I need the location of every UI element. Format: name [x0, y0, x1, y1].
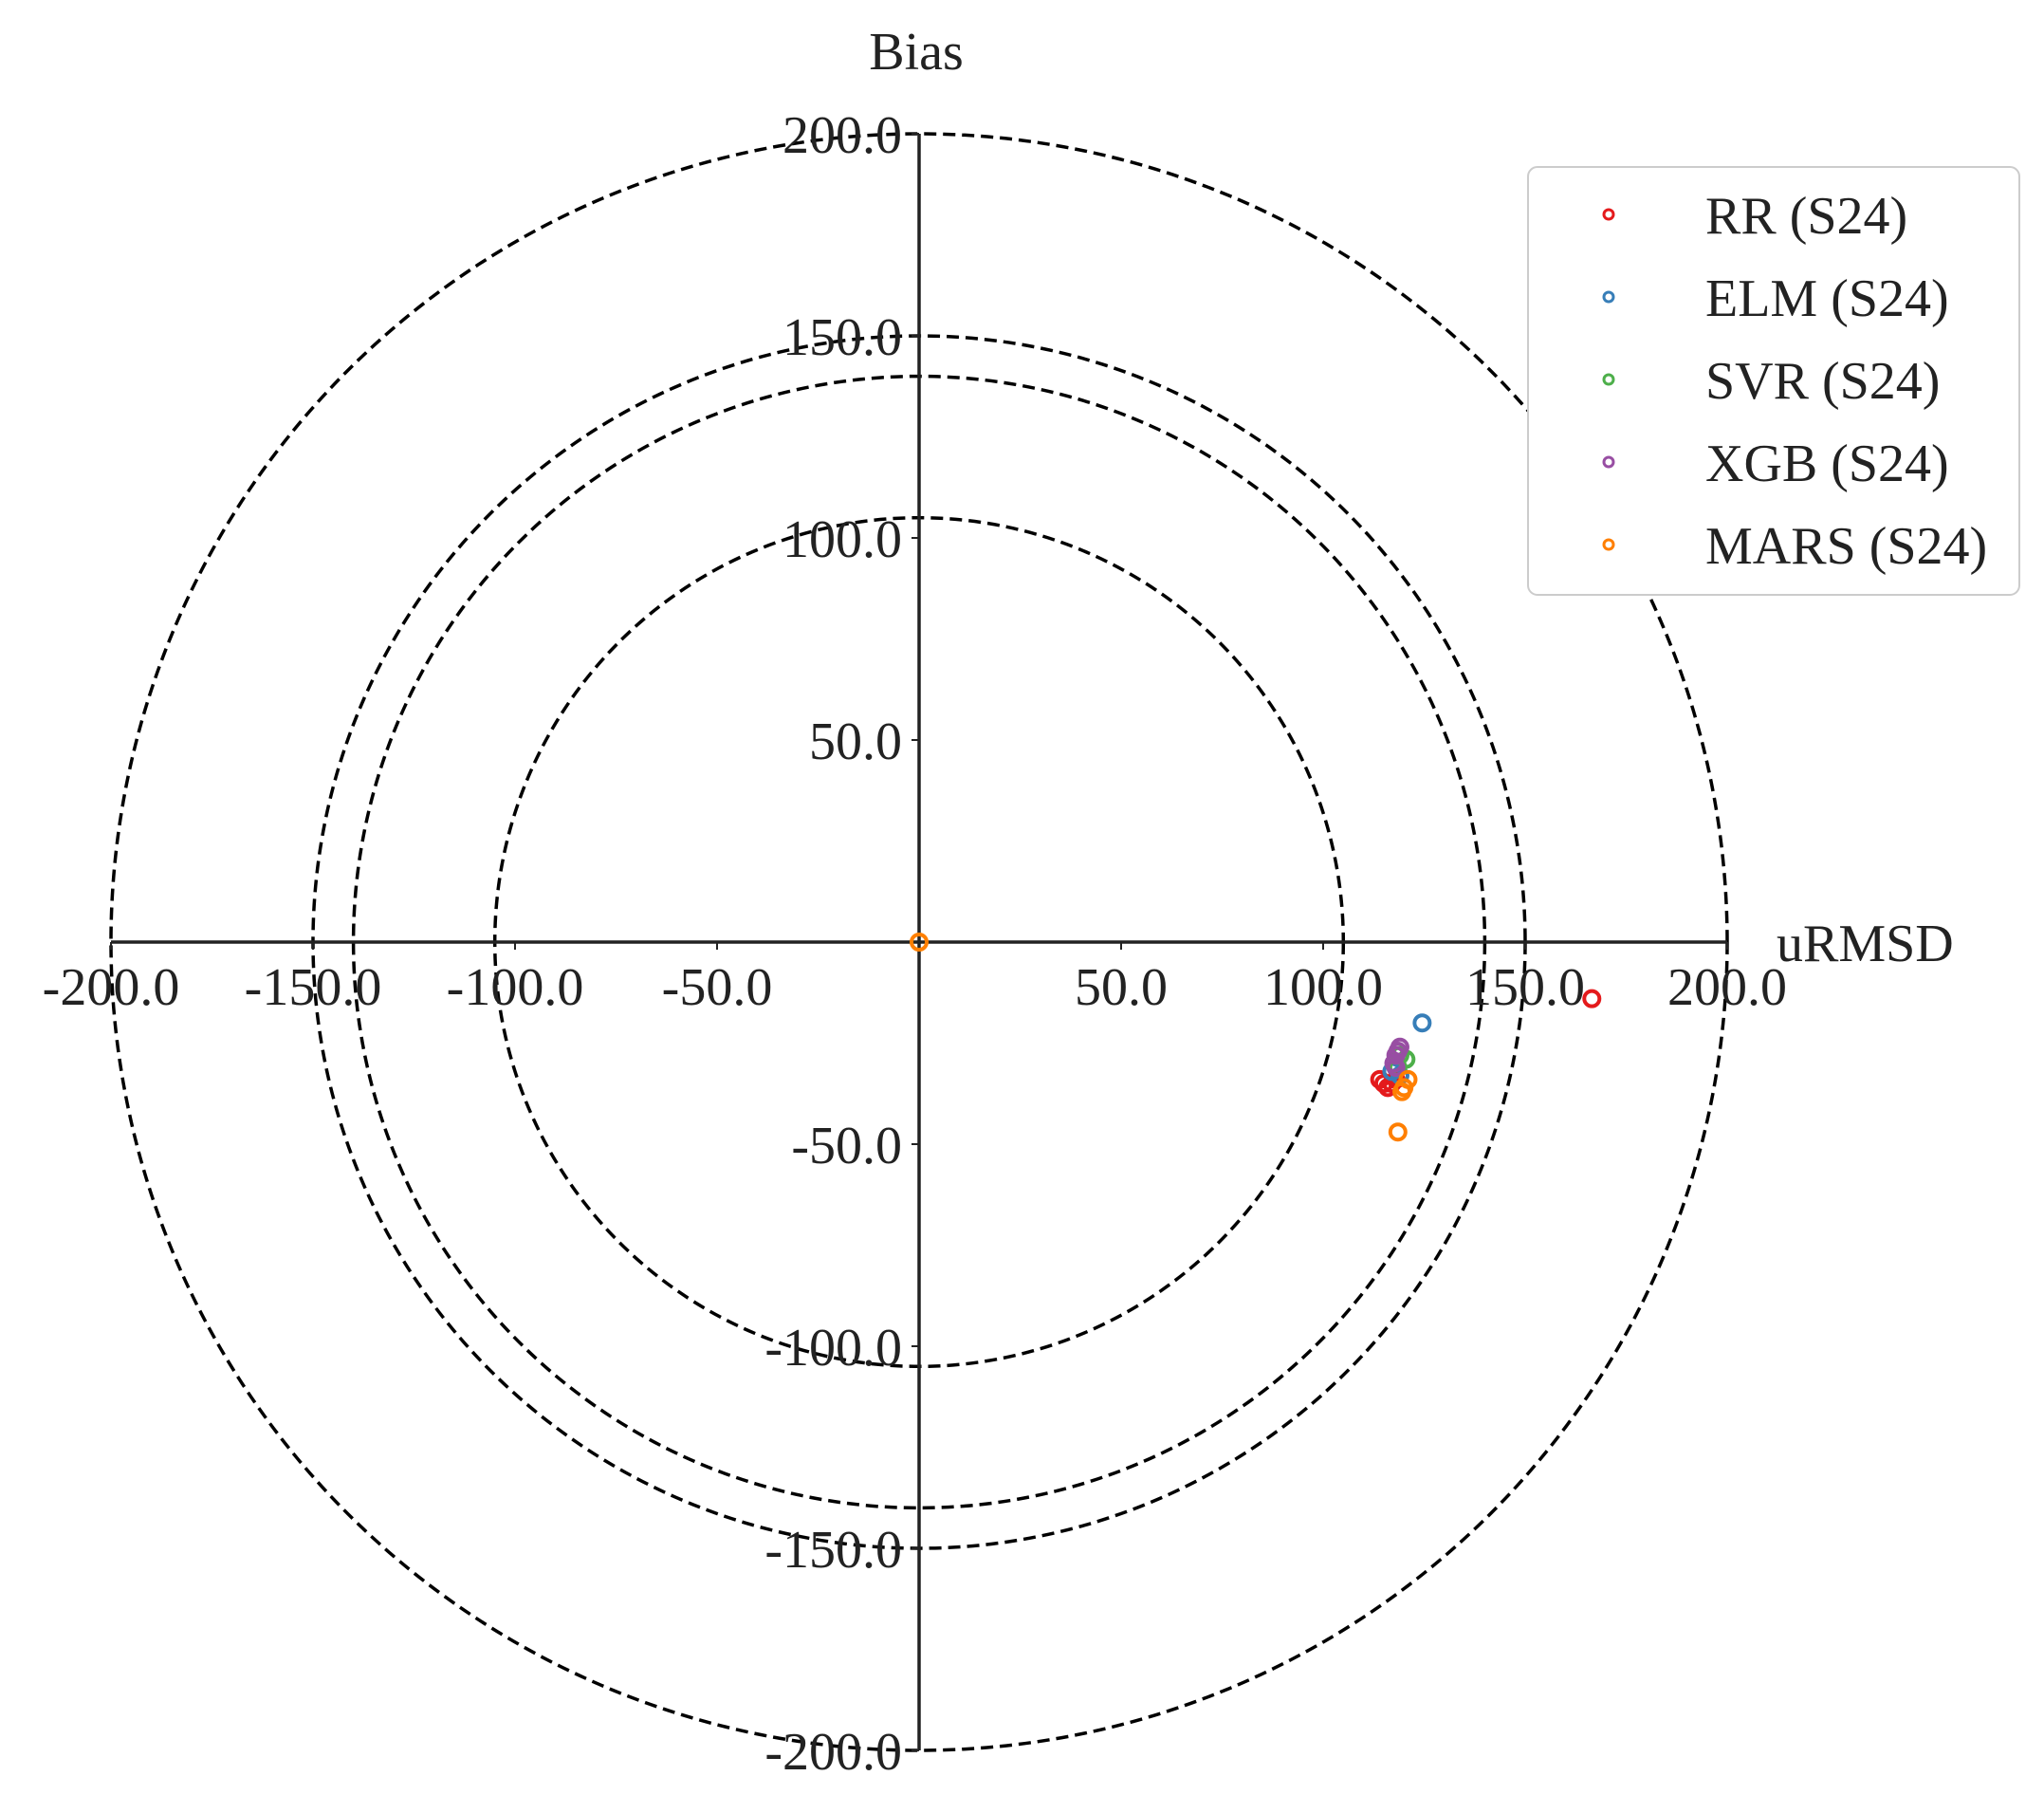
legend-marker	[1602, 455, 1615, 469]
data-points	[910, 933, 1602, 1142]
y-tick-label: -200.0	[764, 1723, 902, 1782]
data-point	[1388, 1122, 1408, 1142]
data-point	[1394, 1078, 1414, 1098]
y-tick-label: 200.0	[783, 106, 902, 165]
legend-item: SVR (S24)	[1602, 352, 1940, 411]
legend-label: ELM (S24)	[1705, 269, 1949, 328]
y-tick-label: 50.0	[809, 712, 902, 771]
x-axis-label: uRMSD	[1777, 915, 1954, 973]
series-3	[1384, 1037, 1409, 1078]
legend-item: RR (S24)	[1602, 187, 1907, 246]
legend-label: RR (S24)	[1705, 187, 1907, 246]
legend-marker	[1602, 208, 1615, 221]
y-tick-label: 150.0	[783, 308, 902, 367]
legend-marker	[1602, 538, 1615, 551]
data-point	[1390, 1037, 1409, 1057]
legend: RR (S24) ELM (S24) SVR (S24) XGB (S24) MARS …	[1527, 166, 2020, 596]
y-tick-label: -50.0	[791, 1117, 902, 1175]
legend-label: XGB (S24)	[1705, 435, 1949, 493]
x-tick-label: -150.0	[245, 958, 382, 1017]
y-tick-label: -100.0	[764, 1319, 902, 1378]
legend-box	[1527, 166, 2020, 596]
axes	[111, 134, 1727, 1750]
legend-marker	[1602, 290, 1615, 304]
data-point	[1582, 989, 1602, 1008]
data-point	[910, 933, 929, 952]
legend-item: MARS (S24)	[1602, 517, 1987, 576]
data-point	[1412, 1013, 1432, 1033]
x-tick-label: 100.0	[1263, 958, 1383, 1017]
x-tick-label: 150.0	[1465, 958, 1585, 1017]
x-tick-label: -50.0	[662, 958, 773, 1017]
legend-label: MARS (S24)	[1705, 517, 1987, 576]
legend-item: XGB (S24)	[1602, 435, 1949, 493]
x-tick-label: -100.0	[447, 958, 584, 1017]
legend-item: ELM (S24)	[1602, 269, 1949, 328]
tick-labels: -200.0 -150.0 -100.0 -50.0 50.0 100.0 150.0 200…	[43, 106, 1787, 1782]
data-point	[1386, 1058, 1406, 1078]
y-axis-label: Bias	[869, 23, 964, 82]
legend-marker	[1602, 373, 1615, 386]
x-tick-label: -200.0	[43, 958, 180, 1017]
y-tick-label: 100.0	[783, 510, 902, 569]
x-tick-label: 200.0	[1667, 958, 1787, 1017]
y-tick-label: -150.0	[764, 1521, 902, 1580]
series-4	[910, 933, 1418, 1142]
legend-label: SVR (S24)	[1705, 352, 1940, 411]
x-tick-label: 50.0	[1075, 958, 1168, 1017]
